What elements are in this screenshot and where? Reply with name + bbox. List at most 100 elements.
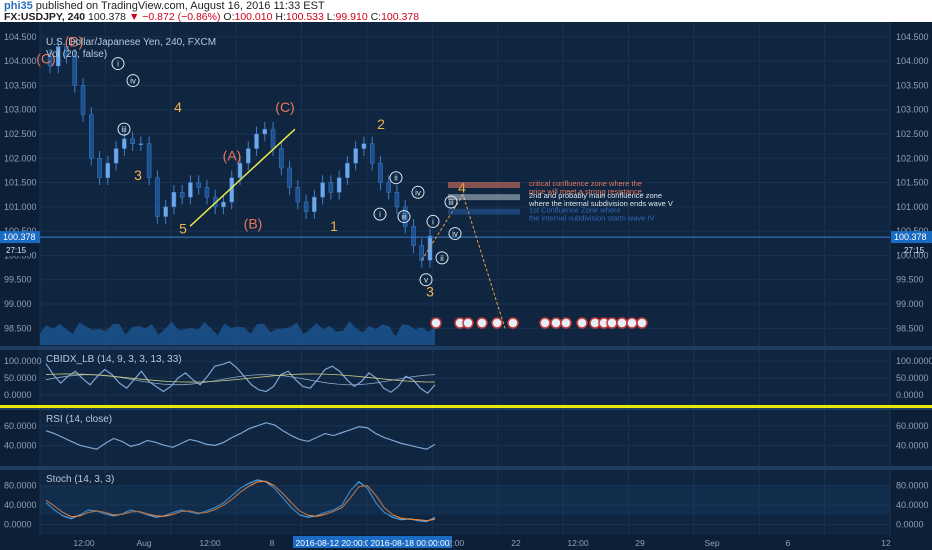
y-tick-left: 98.500: [4, 323, 32, 333]
cbidx-y-tick-right: 0.0000: [896, 390, 924, 400]
event-flag: [626, 317, 638, 329]
candle-body: [47, 56, 53, 67]
wave-label: (C): [36, 51, 55, 67]
y-tick-right: 102.500: [896, 129, 929, 139]
event-flag: [491, 317, 503, 329]
zero-highlight-line: [0, 405, 932, 408]
divider-2: [0, 466, 932, 470]
candle-body: [303, 201, 309, 212]
candle-body: [146, 143, 152, 178]
candle-body: [345, 162, 350, 178]
candle-body: [279, 148, 284, 169]
subwave-circle: [397, 210, 411, 224]
price-tag-left-text: 100.378: [3, 232, 36, 242]
candle-body: [270, 128, 276, 149]
candle-body: [386, 182, 391, 193]
event-flag: [550, 317, 562, 329]
grid-lines: [39, 22, 891, 535]
subwave-circle: [117, 122, 131, 136]
candle-body: [196, 182, 201, 188]
stoch-y-tick-left: 0.0000: [4, 520, 32, 530]
countdown-left: 27:15: [6, 246, 27, 255]
x-tick: 12:00: [73, 538, 95, 548]
countdown-right: 27:15: [904, 246, 925, 255]
candle-body: [394, 192, 400, 208]
cbidx-title: CBIDX_LB (14, 9, 3, 3, 13, 33): [46, 354, 182, 365]
divider-0: [0, 346, 932, 350]
symbol-name: FX:USDJPY, 240: [4, 11, 86, 23]
candle-body: [411, 226, 416, 246]
candle-body: [336, 177, 342, 193]
candle-body: [221, 201, 226, 208]
subwave-circle: [373, 207, 387, 221]
wave-label: 3: [134, 167, 142, 183]
candle-body: [155, 177, 160, 217]
candle-body: [138, 143, 144, 145]
x-tick: 8: [270, 538, 275, 548]
rsi-y-tick-right: 40.0000: [896, 440, 929, 450]
subwave-circle: [411, 185, 425, 199]
subwave-circle: [389, 171, 403, 185]
wave-label: 3: [426, 284, 434, 300]
high-label: H:: [275, 11, 286, 23]
candle-body: [262, 128, 268, 135]
y-tick-right: 103.500: [896, 80, 929, 90]
stoch-y-tick-right: 40.0000: [896, 500, 929, 510]
subwave-circle: [435, 251, 449, 265]
x-tick: 2016-08-18 00:00:00: [371, 538, 450, 548]
price-tag-right-text: 100.378: [894, 232, 927, 242]
close-label: C:: [370, 11, 382, 23]
candle-body: [171, 192, 177, 208]
zone-text: 1st Confluence Zone where: [529, 206, 621, 215]
candle-body: [287, 167, 292, 188]
cbidx-y-tick-left: 100.0000: [4, 356, 42, 366]
subwave-label: iv: [452, 230, 458, 239]
x-tick: 22: [511, 538, 521, 548]
open-value: 100.010: [234, 11, 273, 23]
confluence-zone: [448, 194, 520, 201]
chart-canvas[interactable]: (C)(B)435(A)(B)(C)1234iiviiiiiiviiiiviii…: [0, 22, 932, 550]
candle-body: [89, 114, 94, 159]
candle-body: [64, 46, 69, 57]
wave-label: 5: [179, 221, 187, 237]
projection-line: [421, 193, 506, 329]
candle-body: [113, 148, 119, 164]
time-tag-bg: [368, 536, 452, 548]
zone-text: where the internal subdivision ends wave…: [528, 199, 673, 208]
y-tick-left: 99.500: [4, 275, 32, 285]
subwave-label: iii: [121, 125, 127, 134]
y-tick-left: 103.500: [4, 80, 37, 90]
stoch-y-tick-left: 40.0000: [4, 500, 37, 510]
candle-body: [97, 158, 102, 178]
candle-body: [204, 187, 210, 198]
event-flag: [539, 317, 551, 329]
candle-body: [56, 46, 61, 67]
stoch-y-tick-left: 80.0000: [4, 481, 37, 491]
y-tick-left: 101.000: [4, 202, 37, 212]
x-tick: 6: [786, 538, 791, 548]
last-price: 100.378: [88, 11, 127, 23]
candle-body: [312, 196, 317, 212]
stoch-title: Stoch (14, 3, 3): [46, 474, 114, 485]
pane-dividers: [0, 346, 932, 470]
candle-body: [179, 192, 185, 198]
subwave-label: ii: [440, 254, 444, 263]
published-text: published on TradingView.com, August 16,…: [32, 0, 325, 12]
event-flag: [462, 317, 474, 329]
author-link[interactable]: phi35: [4, 0, 33, 12]
y-tick-right: 99.000: [896, 299, 924, 309]
close-value: 100.378: [381, 11, 420, 23]
subwave-label: iii: [401, 213, 407, 222]
subwave-circle: [419, 273, 433, 287]
pane-bg-2: [40, 408, 890, 468]
subwave-circle: [426, 214, 440, 228]
candle-body: [163, 206, 168, 217]
candle-body: [105, 162, 111, 178]
trend-line: [189, 128, 296, 227]
subwave-circle: [448, 227, 462, 241]
x-tick: 12: [881, 538, 891, 548]
zone-text: critical confluence zone where the: [529, 179, 642, 188]
subwave-label: i: [379, 210, 381, 219]
subwave-circle: [111, 57, 125, 71]
stoch-line: [45, 480, 436, 522]
